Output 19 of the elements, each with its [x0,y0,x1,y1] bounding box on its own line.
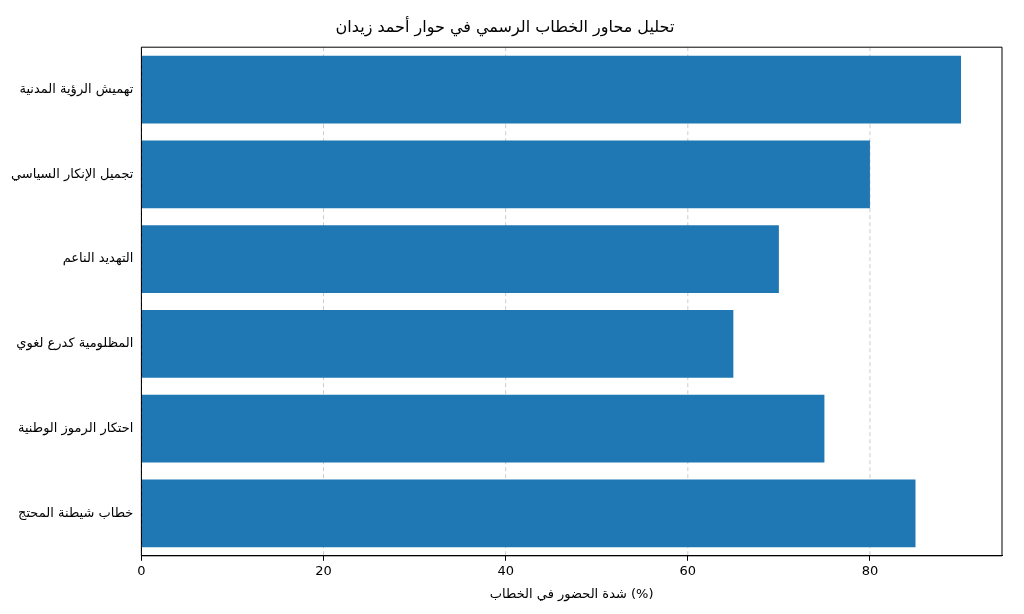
x-axis-title: شدة الحضور في الخطاب (%) [489,585,654,602]
bar [141,140,870,209]
bar [141,394,825,463]
y-tick-label: التهديد الناعم [62,250,134,267]
y-tick-label: تهميش الرؤية المدنية [19,80,134,97]
x-tick-label: 80 [861,562,879,578]
bar [141,55,962,124]
y-tick-label: تجميل الإنكار السياسي [11,165,134,182]
bar [141,479,916,548]
y-tick-label: خطاب شيطنة المحتج [18,504,134,521]
bar [141,225,779,294]
y-tick-label: احتكار الرموز الوطنية [17,420,134,437]
chart-title: تحليل محاور الخطاب الرسمي في حوار أحمد زيدان [335,15,675,37]
y-tick-label: المظلومية كدرع لغوي [16,335,134,352]
x-tick-label: 20 [315,562,332,578]
x-tick-label: 0 [137,562,146,578]
bar [141,309,734,378]
x-tick-label: 40 [497,562,514,578]
x-tick-label: 60 [679,562,697,578]
